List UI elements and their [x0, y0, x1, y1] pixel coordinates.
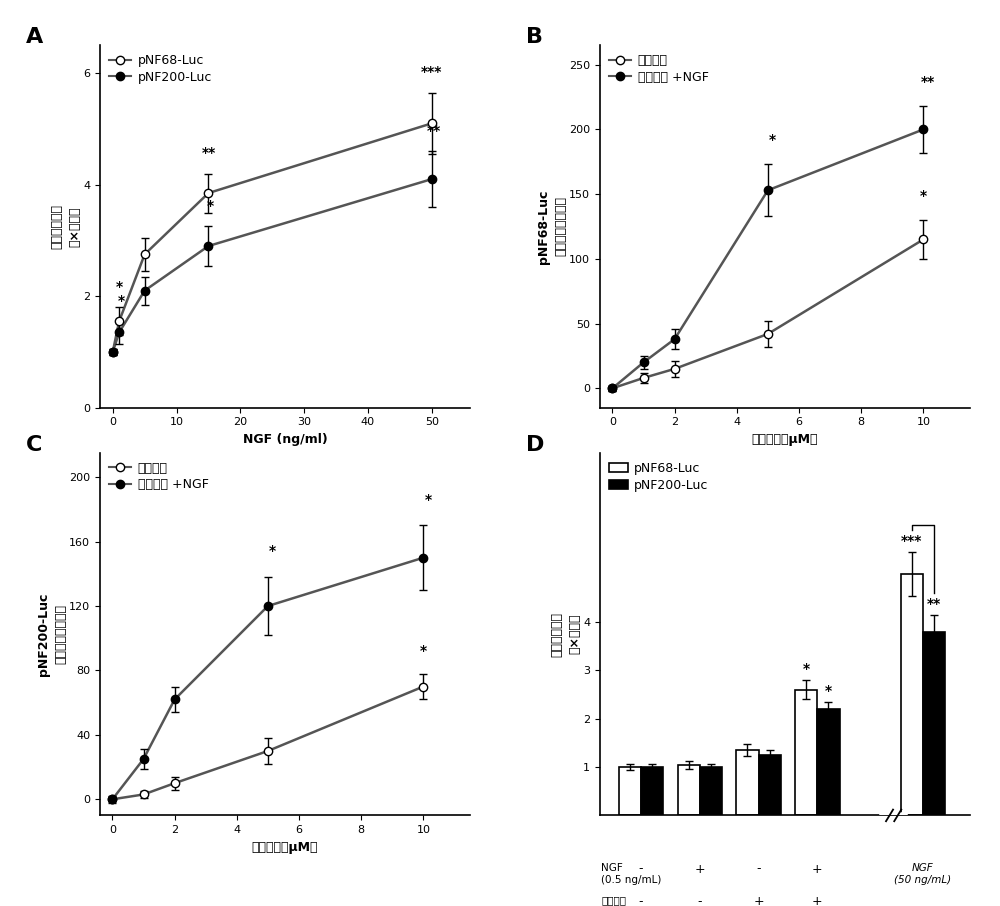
Text: ***: *** [421, 65, 442, 79]
Text: **: ** [921, 75, 935, 89]
Y-axis label: pNF68-Luc
（增加的百分比）: pNF68-Luc （增加的百分比） [537, 189, 568, 264]
Y-axis label: 荧光素酶活性
（×基线）: 荧光素酶活性 （×基线） [551, 612, 582, 657]
Legend: 木屋草素, 木屋草素 +NGF: 木屋草素, 木屋草素 +NGF [606, 52, 711, 86]
Text: *: * [803, 662, 810, 676]
Text: *: * [269, 545, 276, 558]
Text: *: * [424, 493, 432, 506]
Bar [641, 767, 663, 815]
Text: -: - [639, 863, 643, 875]
Text: +: + [695, 863, 705, 875]
Text: 木屋草素
(5 μM): 木屋草素 (5 μM) [601, 895, 635, 906]
Bar [923, 631, 945, 815]
Text: D: D [526, 435, 544, 455]
Bar [795, 689, 817, 815]
Bar [817, 709, 840, 815]
Text: C: C [26, 435, 42, 455]
Text: **: ** [201, 146, 216, 159]
Text: NGF
(0.5 ng/mL): NGF (0.5 ng/mL) [601, 863, 662, 885]
X-axis label: 木屋草素（μM）: 木屋草素（μM） [252, 841, 318, 853]
Text: B: B [526, 27, 543, 47]
Bar [759, 755, 781, 815]
Legend: pNF68-Luc, pNF200-Luc: pNF68-Luc, pNF200-Luc [106, 52, 214, 86]
Text: **: ** [427, 123, 441, 138]
Bar [619, 767, 641, 815]
Text: *: * [769, 133, 776, 147]
Text: -: - [698, 895, 702, 906]
Text: *: * [116, 280, 123, 294]
Text: -: - [639, 895, 643, 906]
Text: +: + [753, 895, 764, 906]
Bar [700, 767, 722, 815]
Text: *: * [420, 644, 427, 658]
Text: NGF
(50 ng/mL): NGF (50 ng/mL) [894, 863, 952, 885]
Text: *: * [825, 684, 832, 698]
Bar [736, 750, 759, 815]
X-axis label: 木屋草素（μM）: 木屋草素（μM） [752, 433, 818, 446]
Text: +: + [812, 863, 823, 875]
Text: ***: *** [901, 535, 923, 548]
Text: -: - [756, 863, 761, 875]
Bar [678, 765, 700, 815]
Text: A: A [26, 27, 43, 47]
Legend: 木屋草素, 木屋草素 +NGF: 木屋草素, 木屋草素 +NGF [106, 459, 211, 494]
Y-axis label: pNF200-Luc
（增加的百分比）: pNF200-Luc （增加的百分比） [37, 593, 68, 676]
Y-axis label: 荧光素酶活性
（×基线）: 荧光素酶活性 （×基线） [51, 204, 82, 249]
Text: *: * [920, 188, 927, 203]
X-axis label: NGF (ng/ml): NGF (ng/ml) [243, 433, 327, 446]
Text: +: + [812, 895, 823, 906]
Text: **: ** [927, 597, 941, 611]
Text: *: * [117, 294, 125, 308]
Bar [901, 573, 923, 815]
Legend: pNF68-Luc, pNF200-Luc: pNF68-Luc, pNF200-Luc [606, 459, 711, 494]
Text: *: * [207, 198, 214, 213]
